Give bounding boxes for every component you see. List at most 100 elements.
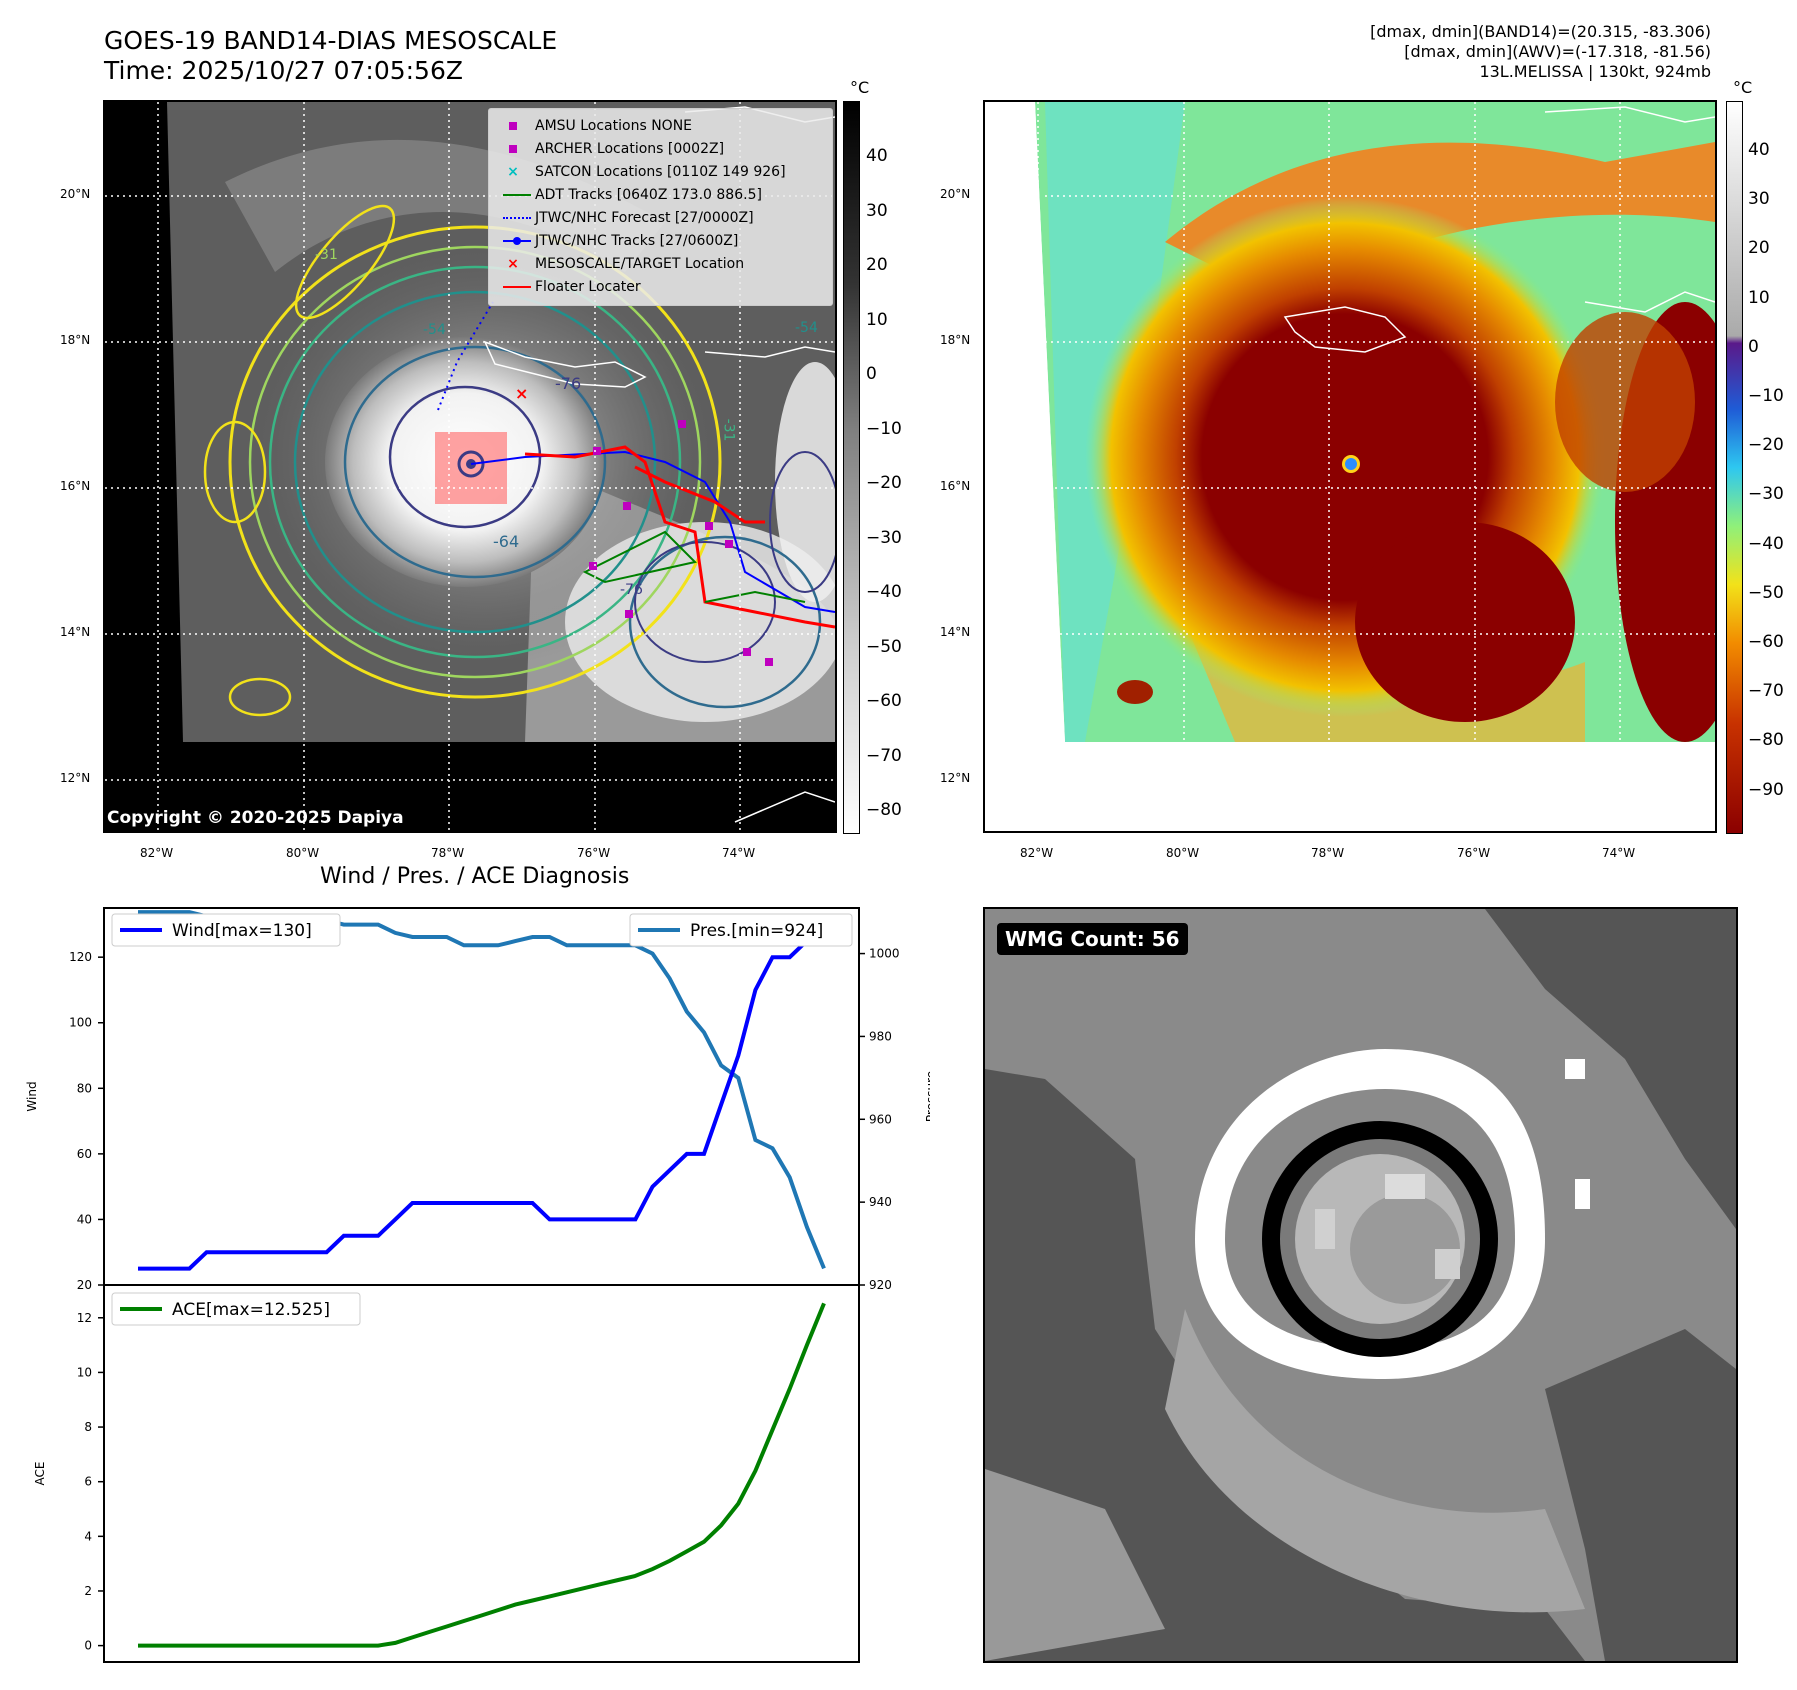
wind-series-line — [138, 922, 826, 1271]
pressure-tick-label: 960 — [869, 1112, 892, 1126]
colorbar-left — [843, 101, 860, 834]
colorbar-tick-label: 10 — [1748, 287, 1770, 308]
colorbar-right — [1726, 101, 1743, 834]
x-marker-icon: × — [507, 256, 519, 272]
lat-label: 12°N — [940, 771, 971, 785]
wind-tick-label: 120 — [69, 950, 92, 964]
lon-label: 82°W — [1020, 846, 1054, 860]
lon-label: 82°W — [140, 846, 174, 860]
lat-label: 20°N — [60, 187, 91, 201]
legend-label: Floater Locater — [535, 279, 641, 295]
map-legend: AMSU Locations NONE ARCHER Locations [00… — [488, 108, 833, 306]
wind-legend-label-box — [111, 913, 341, 947]
lat-label: 16°N — [60, 479, 91, 493]
lon-label: 80°W — [286, 846, 320, 860]
stats-line-1: [dmax, dmin](BAND14)=(20.315, -83.306) — [1370, 22, 1711, 41]
lon-label: 76°W — [1457, 846, 1491, 860]
wind-pressure-axes — [103, 907, 860, 1286]
colorbar-tick-label: −60 — [1748, 632, 1784, 652]
copyright-text: Copyright © 2020-2025 Dapiya — [107, 808, 404, 828]
ace-legend-label-box — [111, 1292, 361, 1326]
enhanced-ir-image — [985, 102, 1715, 831]
enhanced-ir-panel — [983, 100, 1717, 833]
colorbar-tick-label: 30 — [1748, 189, 1770, 210]
lon-label: 74°W — [722, 846, 756, 860]
wind-axis-label: Wind — [25, 1081, 39, 1111]
ace-legend-label: ACE[max=12.525] — [172, 1300, 330, 1320]
colorbar-tick-label: −50 — [1748, 582, 1784, 603]
colorbar-tick-label: −30 — [866, 527, 902, 548]
figure-title: GOES-19 BAND14-DIAS MESOSCALE Time: 2025… — [104, 26, 557, 86]
lat-label: 18°N — [940, 333, 971, 347]
lat-label: 12°N — [60, 771, 91, 785]
title-line-2: Time: 2025/10/27 07:05:56Z — [104, 56, 463, 85]
pressure-series-line — [138, 910, 826, 1270]
square-marker-icon — [509, 145, 517, 153]
colorbar-tick-label: 40 — [866, 146, 888, 166]
colorbar-tick-label: −70 — [866, 745, 902, 766]
ace-tick-label: 8 — [84, 1420, 92, 1434]
ace-series-line — [138, 1302, 826, 1648]
line-dot-icon — [503, 237, 531, 245]
colorbar-tick-label: −50 — [866, 636, 902, 657]
stats-line-2: [dmax, dmin](AWV)=(-17.318, -81.56) — [1404, 42, 1711, 61]
legend-label: SATCON Locations [0110Z 149 926] — [535, 164, 786, 180]
wmg-panel: WMG Count: 56 — [983, 907, 1738, 1663]
contour-label: -64 — [493, 532, 520, 551]
colorbar-tick-label: 40 — [1748, 140, 1770, 160]
colorbar-tick-label: 20 — [866, 255, 888, 275]
lat-label: 14°N — [60, 625, 91, 639]
colorbar-unit: °C — [1733, 78, 1753, 97]
title-line-1: GOES-19 BAND14-DIAS MESOSCALE — [104, 26, 558, 55]
colorbar-tick-label: −80 — [1748, 730, 1784, 751]
colorbar-tick-label: 20 — [1748, 238, 1770, 259]
contour-label: -76 — [555, 374, 582, 393]
stats-line-3: 13L.MELISSA | 130kt, 924mb — [1479, 62, 1711, 81]
legend-item: AMSU Locations NONE ARCHER Locations [00… — [503, 115, 786, 299]
colorbar-tick-label: 30 — [866, 200, 888, 221]
legend-label: AMSU Locations NONE — [535, 118, 693, 134]
lon-label: 74°W — [1602, 846, 1636, 860]
wind-legend-label: Wind[max=130] — [172, 921, 312, 941]
lat-label: 14°N — [940, 625, 971, 639]
colorbar-tick-label: −60 — [866, 691, 902, 711]
line-marker-icon — [503, 194, 531, 196]
legend-label: JTWC/NHC Forecast [27/0000Z] — [535, 210, 754, 226]
diagnosis-title: Wind / Pres. / ACE Diagnosis — [320, 864, 630, 889]
pressure-tick-label: 940 — [869, 1195, 892, 1209]
ace-tick-label: 10 — [77, 1365, 92, 1379]
figure-stats: [dmax, dmin](BAND14)=(20.315, -83.306) [… — [1370, 22, 1711, 82]
wind-tick-label: 80 — [77, 1081, 92, 1095]
ace-tick-label: 0 — [84, 1639, 92, 1653]
wmg-count-badge: WMG Count: 56 — [997, 923, 1188, 955]
pressure-legend-label: Pres.[min=924] — [690, 921, 823, 941]
colorbar-tick-label: 0 — [866, 364, 877, 384]
legend-label: MESOSCALE/TARGET Location — [535, 256, 745, 272]
colorbar-tick-label: 10 — [866, 309, 888, 330]
lat-label: 16°N — [940, 479, 971, 493]
wind-tick-label: 20 — [77, 1278, 92, 1292]
pressure-axis-label: Pressure — [924, 1071, 930, 1122]
colorbar-tick-label: −10 — [866, 418, 902, 439]
ace-tick-label: 6 — [84, 1475, 92, 1489]
lon-label: 76°W — [577, 846, 611, 860]
contour-label: -31 — [315, 247, 338, 263]
wmg-count-label: WMG Count: 56 — [1005, 927, 1180, 951]
colorbar-tick-label: −20 — [866, 473, 902, 493]
contour-label: -31 — [720, 418, 737, 442]
pressure-legend-label-box — [629, 913, 853, 947]
dotted-line-icon — [503, 217, 531, 219]
lat-label: 18°N — [60, 333, 91, 347]
ace-axis-label: ACE — [33, 1462, 47, 1486]
colorbar-tick-label: −80 — [866, 800, 902, 820]
colorbar-tick-label: −30 — [1748, 484, 1784, 505]
legend-label: JTWC/NHC Tracks [27/0600Z] — [535, 233, 739, 249]
contour-label: -54 — [423, 322, 446, 338]
square-marker-icon — [509, 122, 517, 130]
colorbar-tick-label: −40 — [866, 582, 902, 602]
lon-label: 78°W — [431, 846, 465, 860]
ace-axes — [103, 1284, 860, 1663]
ace-tick-label: 2 — [84, 1584, 92, 1598]
colorbar-tick-label: −20 — [1748, 435, 1784, 456]
diagnosis-chart: 20 40 60 80 100 120 920 940 960 980 1000 0 2 4 6 8 10 12 W… — [25, 907, 930, 1663]
